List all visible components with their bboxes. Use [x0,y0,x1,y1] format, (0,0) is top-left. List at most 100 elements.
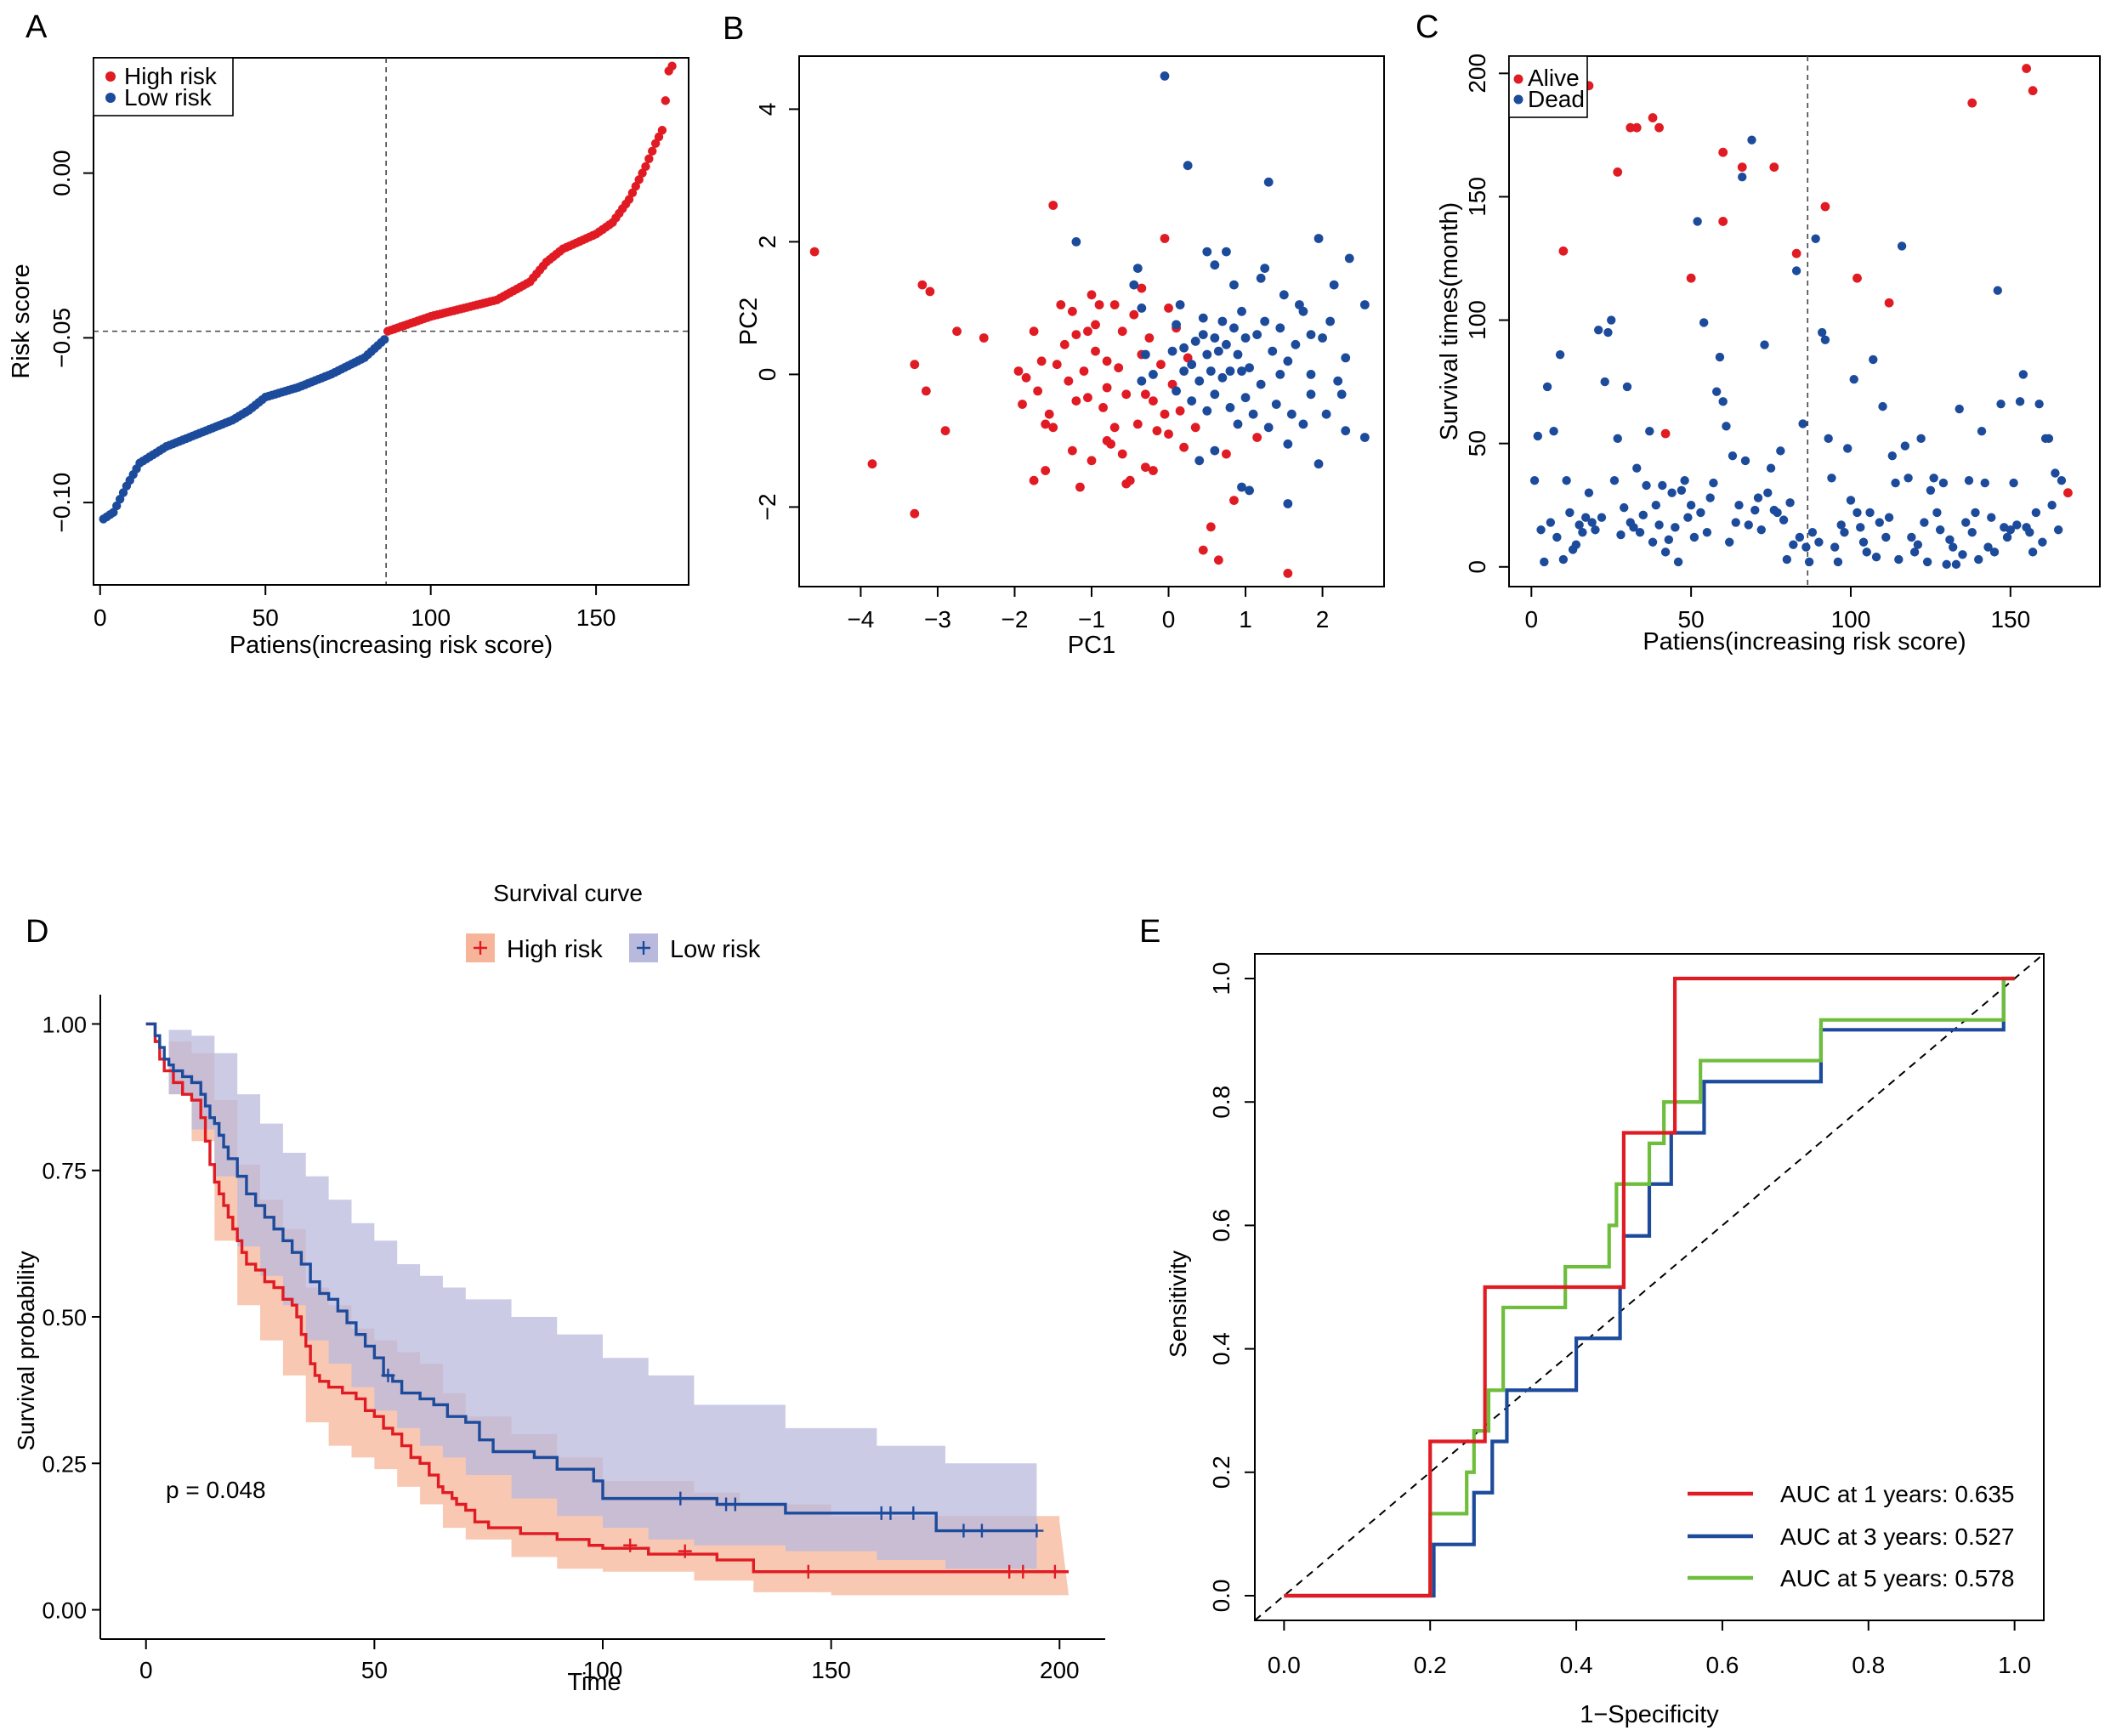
pca-point-low-risk [1248,409,1258,419]
panel-b-pca-plot: −4 −3 −2 −1 0 1 2 −2 0 2 4 PC1 PC2 [735,55,1385,659]
status-point-dead [1648,537,1658,547]
x-tick-label: 50 [252,604,279,631]
pca-point-low-risk [1306,330,1316,339]
status-point-alive [1558,246,1569,256]
censor-mark-high-risk [1002,1564,1017,1579]
pca-point-high-risk [1102,436,1112,445]
status-point-dead [1789,540,1798,549]
x-tick-label: 0.0 [1268,1652,1301,1678]
pca-point-high-risk [1087,456,1097,466]
status-point-dead [1635,527,1645,537]
status-point-dead [1869,355,1878,365]
status-point-dead [1593,325,1603,335]
legend-mark-high-risk [474,941,487,955]
y-tick-label: 0.6 [1208,1209,1234,1242]
pca-point-low-risk [1240,333,1251,343]
pca-point-high-risk [1222,449,1231,459]
status-point-dead [1632,463,1642,473]
censor-mark-high-risk [678,1544,692,1558]
status-point-dead [1891,478,1900,488]
status-point-dead [1609,476,1620,485]
risk-point [109,508,118,517]
status-point-dead [1785,498,1795,508]
status-point-dead [1913,540,1923,549]
pca-point-high-risk [1175,406,1185,416]
pca-point-high-risk [1206,522,1216,532]
panel-a-risk-score-plot: 0 50 100 150 −0.10 −0.05 0.00 Patiens(increasin… [8,57,689,659]
pca-point-low-risk [1179,366,1189,376]
pca-point-high-risk [1160,234,1170,243]
status-point-dead [1722,422,1731,431]
pca-point-high-risk [1164,304,1173,313]
legend-label-1-year: AUC at 1 years: 0.635 [1780,1481,2014,1507]
censor-mark-low-risk [381,1368,395,1382]
pca-point-low-risk [1275,323,1285,333]
x-tick-label: 150 [811,1657,851,1683]
status-point-dead [1884,513,1894,522]
status-point-alive [1660,428,1671,439]
pca-point-high-risk [1083,393,1092,403]
pca-point-high-risk [1140,462,1150,472]
status-point-dead [1753,493,1763,502]
panel-label-a: A [26,9,48,45]
status-point-dead [1699,318,1709,327]
pca-point-high-risk [1044,409,1054,419]
status-point-alive [2028,86,2038,96]
status-point-dead [1993,286,2002,295]
status-point-alive [1686,273,1696,283]
y-tick-label: 150 [1464,177,1490,217]
pca-point-high-risk [1117,449,1127,459]
legend-marker-dead [1513,94,1523,105]
status-point-alive [1853,273,1862,283]
pca-point-high-risk [910,360,920,370]
status-point-dead [1922,557,1932,567]
status-point-dead [1942,559,1951,570]
pca-point-low-risk [1202,406,1212,416]
status-point-dead [2031,508,2041,518]
pca-point-high-risk [1121,389,1132,400]
status-point-dead [1734,501,1744,510]
status-point-alive [1884,298,1894,308]
status-point-dead [1546,518,1556,527]
legend-label-alive: Alive [1528,65,1580,91]
km-line-low-risk [145,1022,1037,1533]
status-point-dead [1833,557,1843,567]
pca-point-low-risk [1229,280,1239,290]
y-tick-label: 0.00 [48,150,75,196]
status-point-dead [1536,525,1546,535]
y-tick-label: 0.4 [1208,1332,1234,1365]
panel-label-e: E [1139,914,1160,950]
pca-point-low-risk [1313,459,1324,469]
y-axis-label: Sensitivity [1165,1251,1191,1358]
pca-point-high-risk [1190,423,1200,433]
pca-point-low-risk [1268,346,1278,356]
pca-point-low-risk [1202,349,1212,360]
pca-point-high-risk [1048,423,1058,433]
pca-point-low-risk [1359,433,1370,442]
y-axis-label: Risk score [8,264,35,378]
status-point-dead [1858,537,1869,547]
pca-point-low-risk [1240,393,1251,403]
status-point-alive [1613,167,1623,177]
x-tick-label: 150 [576,604,616,631]
legend-marker-high-risk [105,71,116,82]
status-point-dead [1571,540,1581,549]
risk-point [641,162,650,172]
pca-point-low-risk [1222,247,1231,257]
y-tick-label: 1.0 [1208,962,1234,996]
status-point-dead [1642,480,1651,491]
status-point-dead [1830,542,1840,552]
legend-label-dead: Dead [1528,86,1585,112]
panel-label-d: D [26,914,48,950]
x-tick-label: 150 [1990,606,2030,633]
pca-point-low-risk [1225,403,1235,412]
status-point-dead [1584,488,1594,497]
pca-point-low-risk [1306,389,1316,400]
pca-point-low-risk [1321,409,1331,419]
status-point-dead [1904,474,1913,483]
status-point-alive [1648,113,1658,122]
pca-point-high-risk [1059,339,1070,349]
status-point-dead [2012,520,2022,530]
x-axis-label: Patiens(increasing risk score) [1643,628,1966,655]
pca-point-high-risk [1114,363,1124,372]
